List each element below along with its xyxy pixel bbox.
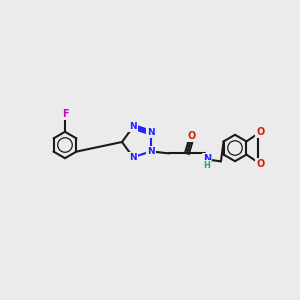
Text: N: N <box>203 154 211 164</box>
Text: F: F <box>62 109 68 119</box>
Text: N: N <box>129 122 137 131</box>
Text: O: O <box>256 128 265 137</box>
Text: O: O <box>188 131 196 141</box>
Text: N: N <box>147 147 155 156</box>
Text: N: N <box>147 128 155 137</box>
Text: O: O <box>256 159 265 169</box>
Text: H: H <box>203 161 210 170</box>
Text: N: N <box>129 153 137 162</box>
